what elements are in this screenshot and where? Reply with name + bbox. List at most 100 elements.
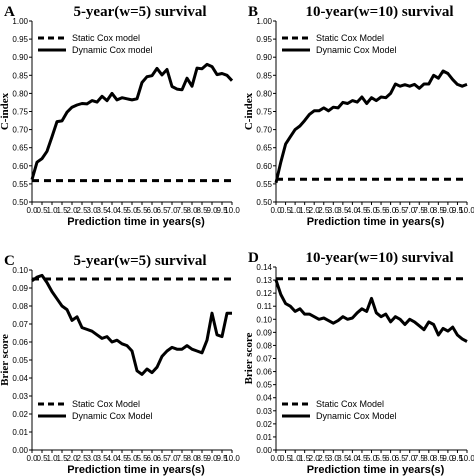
x-tick-label: 3.5 [337,206,349,215]
x-tick-label: 2.5 [76,206,88,215]
x-tick-label: 10.0 [459,206,474,215]
x-tick-label: 0.5 [36,206,48,215]
y-tick-label: 0.50 [12,198,28,207]
x-tick-label: 4.5 [116,454,128,463]
y-tick-label: 0.55 [12,180,28,189]
x-tick-label: 9.5 [452,206,464,215]
y-tick-label: 0.04 [12,374,28,383]
x-tick-label: 5.0 [126,454,138,463]
y-axis-label: Brier score [0,334,11,386]
dynamic-cox-line [274,69,468,184]
x-tick-label: 0.0 [270,206,282,215]
x-tick-label: 1.0 [46,206,58,215]
x-tick-label: 6.0 [146,454,158,463]
x-tick-label: 4.5 [356,206,368,215]
panel-letter: B [248,4,258,20]
panel-letter: A [4,4,15,20]
x-tick-label: 0.0 [26,206,38,215]
x-tick-label: 5.0 [366,206,378,215]
legend-label: Dynamic Cox Model [72,411,153,421]
legend-label: Static Cox Model [316,33,384,43]
x-tick-label: 8.5 [433,454,445,463]
x-tick-label: 6.5 [395,206,407,215]
y-tick-label: 0.60 [12,162,28,171]
x-tick-label: 0.5 [280,454,292,463]
y-axis-label: C-index [243,92,255,130]
y-tick-label: 0.09 [256,328,272,337]
y-tick-label: 1.00 [256,17,272,26]
x-tick-label: 7.0 [166,454,178,463]
y-tick-label: 0.75 [256,108,272,117]
panel-title: 5-year(w=5) survival [73,253,206,269]
x-tick-label: 0.5 [36,454,48,463]
x-axis-label: Prediction time in years(s) [307,464,445,476]
panel-c: C 5-year(w=5) survival 0.00 0.01 0.02 0.03 0.0… [0,253,240,476]
x-tick-label: 1.5 [299,206,311,215]
x-tick-label: 6.0 [146,206,158,215]
x-tick-label: 8.5 [196,454,208,463]
legend-label: Dynamic Cox Model [316,411,397,421]
x-tick-label: 2.0 [66,206,78,215]
y-tick-label: 0.10 [256,315,272,324]
y-tick-label: 0.07 [256,355,272,364]
x-tick-label: 9.5 [216,206,228,215]
y-tick-label: 0.06 [256,368,272,377]
y-tick-label: 0.04 [256,394,272,403]
x-tick-label: 5.5 [375,206,387,215]
y-tick-label: 0.50 [256,198,272,207]
x-tick-label: 9.0 [442,454,454,463]
y-tick-label: 0.05 [256,381,272,390]
y-tick-label: 0.85 [12,71,28,80]
x-tick-label: 6.5 [395,454,407,463]
x-tick-label: 3.5 [96,454,108,463]
x-tick-label: 1.5 [56,454,68,463]
y-tick-label: 0.06 [12,338,28,347]
x-tick-label: 1.0 [290,206,302,215]
x-tick-label: 3.5 [337,454,349,463]
x-tick-label: 7.5 [176,454,188,463]
legend: Static Cox Model Dynamic Cox Model [282,399,397,421]
x-tick-label: 8.5 [196,206,208,215]
x-tick-label: 10.0 [224,206,240,215]
panel-d: D 10-year(w=10) survival 0.00 0.01 0.02 0.03 0… [243,250,474,476]
y-tick-label: 0.60 [256,162,272,171]
y-tick-label: 0.90 [256,53,272,62]
x-tick-label: 1.5 [299,454,311,463]
x-tick-label: 4.5 [356,454,368,463]
y-tick-label: 0.02 [12,410,28,419]
x-tick-label: 8.5 [433,206,445,215]
y-tick-label: 0.08 [12,302,28,311]
legend: Static Cox Model Dynamic Cox Model [38,399,153,421]
x-tick-label: 1.5 [56,206,68,215]
y-axis-label: Brier score [243,332,255,384]
x-tick-label: 3.0 [86,206,98,215]
x-tick-label: 4.0 [106,454,118,463]
panel-letter: D [248,250,259,266]
x-tick-label: 0.0 [26,454,38,463]
x-tick-label: 6.0 [385,206,397,215]
x-tick-label: 10.0 [224,454,240,463]
x-tick-label: 9.0 [206,206,218,215]
x-tick-label: 6.0 [385,454,397,463]
x-tick-label: 10.0 [459,454,474,463]
y-tick-label: 0.11 [257,302,273,311]
legend: Static Cox Model Dynamic Cox Model [282,33,397,55]
x-tick-label: 5.0 [126,206,138,215]
legend-label: Static Cox Model [316,399,384,409]
x-tick-label: 8.0 [423,206,435,215]
x-tick-label: 5.0 [366,454,378,463]
x-tick-label: 7.5 [414,454,426,463]
x-tick-label: 7.0 [404,206,416,215]
x-tick-label: 5.5 [136,454,148,463]
x-tick-label: 0.0 [270,454,282,463]
y-tick-label: 0.65 [256,144,272,153]
y-tick-label: 0.14 [256,263,272,272]
y-tick-label: 0.05 [12,356,28,365]
dynamic-cox-line [274,279,468,343]
legend-label: Dynamic Cox Model [316,45,397,55]
x-tick-label: 7.5 [414,206,426,215]
x-tick-label: 9.0 [206,454,218,463]
y-tick-label: 0.03 [12,392,28,401]
x-tick-label: 9.5 [452,454,464,463]
